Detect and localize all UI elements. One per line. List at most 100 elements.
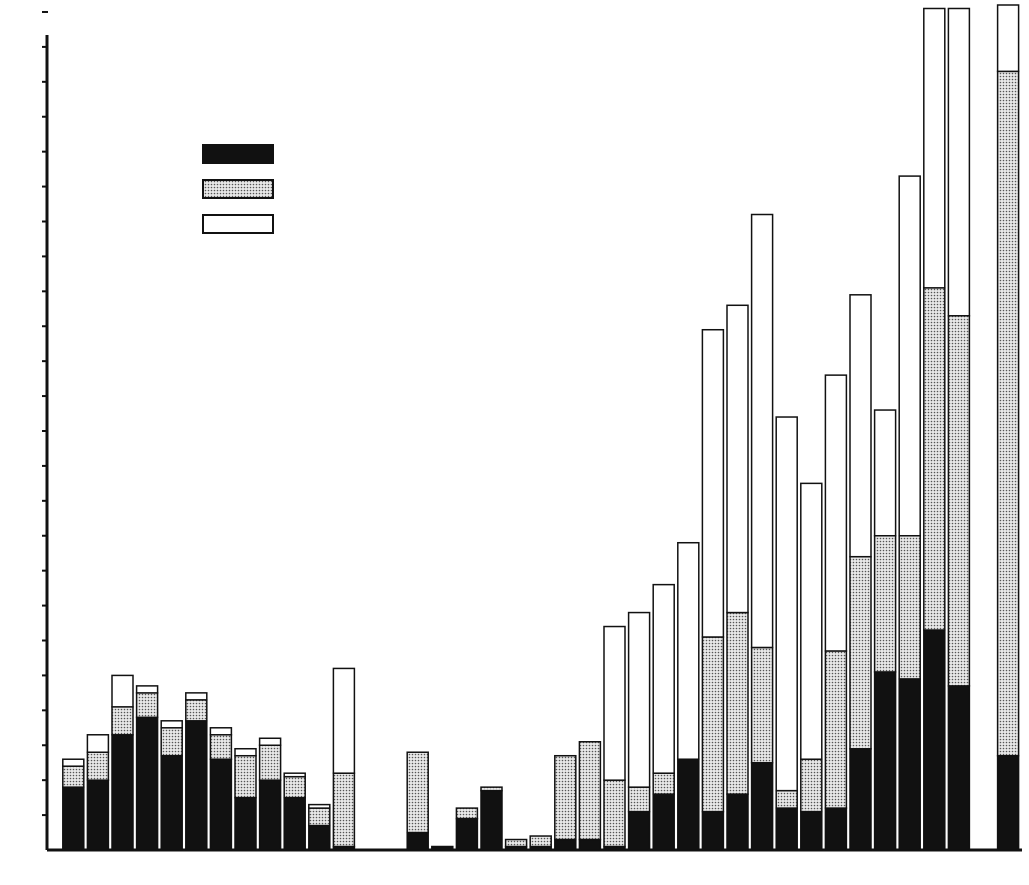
bar-segment (283, 796, 306, 851)
bar-segment (135, 692, 159, 719)
bar-segment (750, 646, 774, 764)
bar-segment (578, 838, 602, 851)
bar-segment (775, 416, 798, 792)
bar-segment (209, 727, 233, 736)
bar-segment (406, 751, 429, 834)
bar-segment (554, 838, 577, 851)
bar-segment (86, 734, 110, 753)
bar-segment (800, 758, 823, 813)
legend-swatch (202, 144, 274, 164)
bar-segment (504, 838, 528, 848)
bar-segment (677, 541, 700, 760)
bar-segment (947, 7, 971, 317)
bar-segment (947, 685, 971, 851)
bar-segment (824, 650, 848, 809)
bar-segment (234, 754, 257, 799)
bar-segment (701, 328, 725, 638)
bar-segment (898, 678, 921, 851)
bar-segment (480, 789, 503, 851)
bar-segment (431, 845, 454, 851)
bar-segment (209, 758, 233, 851)
bar-segment (283, 772, 306, 778)
bar-segment (234, 747, 257, 757)
bar-segment (750, 761, 774, 851)
bar-segment (923, 287, 946, 631)
legend (202, 144, 274, 234)
bar-segment (111, 734, 134, 851)
bar-segment (111, 674, 134, 708)
bar-segment (701, 810, 725, 851)
legend-swatch (202, 179, 274, 199)
bar-segment (603, 625, 626, 781)
bar-segment (554, 754, 577, 841)
bar-segment (627, 786, 651, 813)
bar-segment (824, 807, 848, 851)
bar-segment (701, 636, 725, 813)
bar-segment (996, 70, 1020, 757)
bar-segment (996, 4, 1020, 73)
bar-segment (800, 810, 823, 851)
bar-segment (726, 793, 749, 851)
bar-segment (185, 699, 208, 722)
bar-segment (947, 315, 971, 687)
bar-segment (849, 555, 872, 750)
bar-segment (62, 765, 85, 788)
bar-segment (160, 754, 183, 851)
bar-segment (996, 754, 1020, 851)
bar-segment (750, 213, 774, 649)
bar-segment (135, 716, 159, 851)
bar-segment (258, 737, 282, 746)
bar-segment (258, 744, 282, 781)
bar-segment (800, 482, 823, 760)
bar-segment (111, 706, 134, 736)
bar-segment (849, 747, 872, 851)
bar-segment (529, 835, 552, 848)
bar-segment (135, 685, 159, 694)
bar-segment (898, 175, 921, 537)
bar-segment (726, 611, 749, 795)
bar-segment (873, 534, 897, 673)
bar-segment (652, 583, 675, 774)
bar-segment (677, 758, 700, 851)
bar-segment (160, 727, 183, 757)
bar-segment (898, 534, 921, 680)
bar-segment (824, 374, 848, 652)
bar-segment (726, 304, 749, 614)
bar-segment (652, 772, 675, 795)
bar-segment (62, 758, 85, 767)
legend-swatch (202, 214, 274, 234)
bar-segment (455, 817, 479, 851)
bar-segment (873, 409, 897, 537)
bar-segment (308, 824, 331, 851)
bar-segment (923, 7, 946, 289)
bar-segment (652, 793, 675, 851)
bar-segment (627, 611, 651, 788)
bar-segment (185, 720, 208, 851)
bar-segment (873, 671, 897, 851)
bar-segment (308, 803, 331, 809)
bar-segment (332, 772, 356, 848)
bar-segment (258, 779, 282, 851)
bar-segment (775, 807, 798, 851)
bar-segment (308, 807, 331, 827)
bar-segment (160, 720, 183, 729)
bar-segment (86, 779, 110, 851)
bar-segment (923, 629, 946, 851)
bar-segment (185, 692, 208, 701)
bar-segment (775, 789, 798, 809)
bar-segment (86, 751, 110, 781)
bar-segment (406, 831, 429, 851)
bar-segment (234, 796, 257, 851)
bar-segment (480, 786, 503, 792)
bar-segment (209, 734, 233, 760)
bar-segment (332, 667, 356, 774)
bar-segment (62, 786, 85, 851)
bar-segment (283, 775, 306, 799)
bar-segment (627, 810, 651, 851)
bar-segment (849, 294, 872, 558)
bar-segment (455, 807, 479, 820)
bar-segment (578, 741, 602, 841)
bar-segment (603, 779, 626, 848)
